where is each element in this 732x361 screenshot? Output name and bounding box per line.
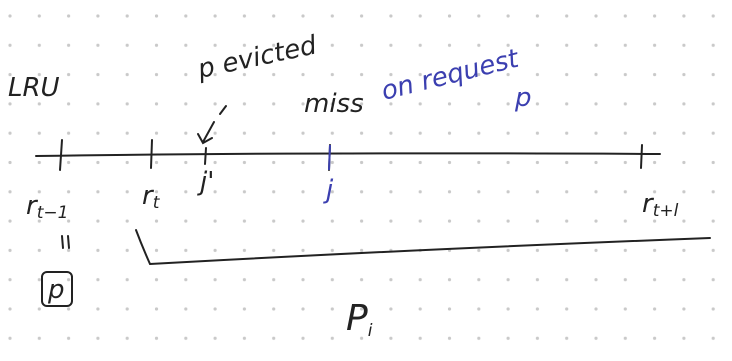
boxed-page: p — [47, 275, 65, 305]
request-page: p — [514, 83, 532, 113]
j-tick — [329, 145, 330, 170]
node-sub: t−1 — [37, 203, 69, 223]
interval-sub: i — [368, 321, 373, 341]
node-label: j' — [197, 167, 214, 197]
miss-note: miss — [304, 89, 364, 119]
interval-name: P — [346, 298, 368, 339]
title: LRU — [8, 73, 60, 103]
node-name: j' — [197, 167, 214, 197]
node-sub: t+l — [653, 201, 679, 221]
diagram: LRUp evictedmisson requestppPirt−1rtj'jr… — [0, 0, 732, 361]
